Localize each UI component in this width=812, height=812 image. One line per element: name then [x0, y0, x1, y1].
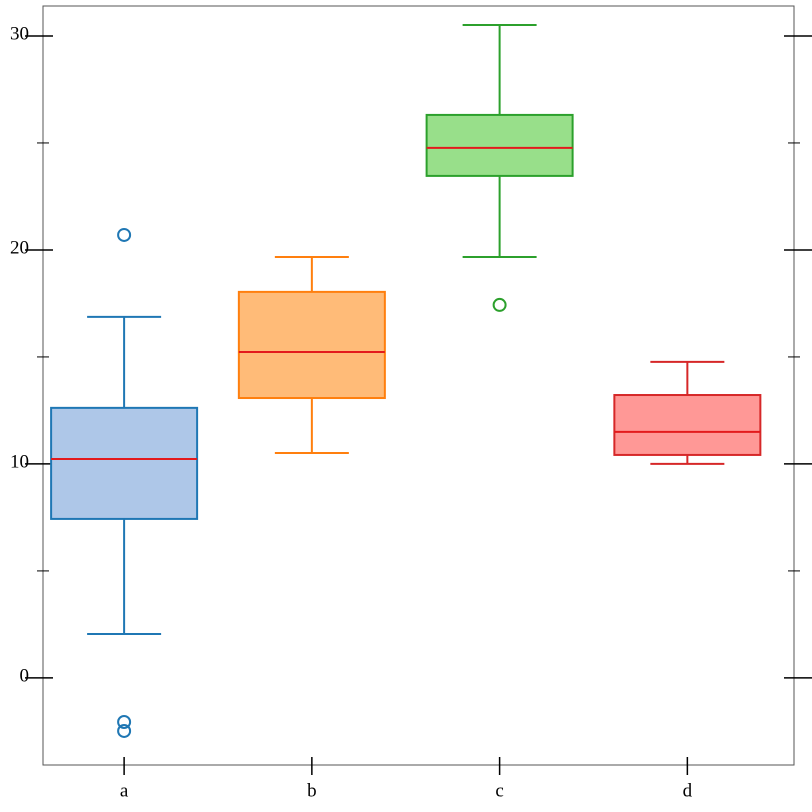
- box: [613, 394, 762, 456]
- y-tick-label: 0: [20, 665, 30, 686]
- plot-frame: [42, 5, 795, 766]
- flier: [492, 297, 507, 312]
- flier: [117, 227, 132, 242]
- box: [425, 113, 574, 177]
- y-tick-label: 20: [10, 237, 29, 258]
- x-tick-label: b: [307, 780, 317, 801]
- box: [50, 406, 199, 520]
- y-tick-label: 10: [10, 451, 29, 472]
- box: [237, 290, 386, 400]
- x-tick-label: a: [120, 780, 129, 801]
- x-tick-label: d: [683, 780, 693, 801]
- flier: [117, 714, 132, 729]
- y-tick-label: 30: [10, 23, 29, 44]
- x-tick-label: c: [495, 780, 503, 801]
- flier: [117, 723, 132, 738]
